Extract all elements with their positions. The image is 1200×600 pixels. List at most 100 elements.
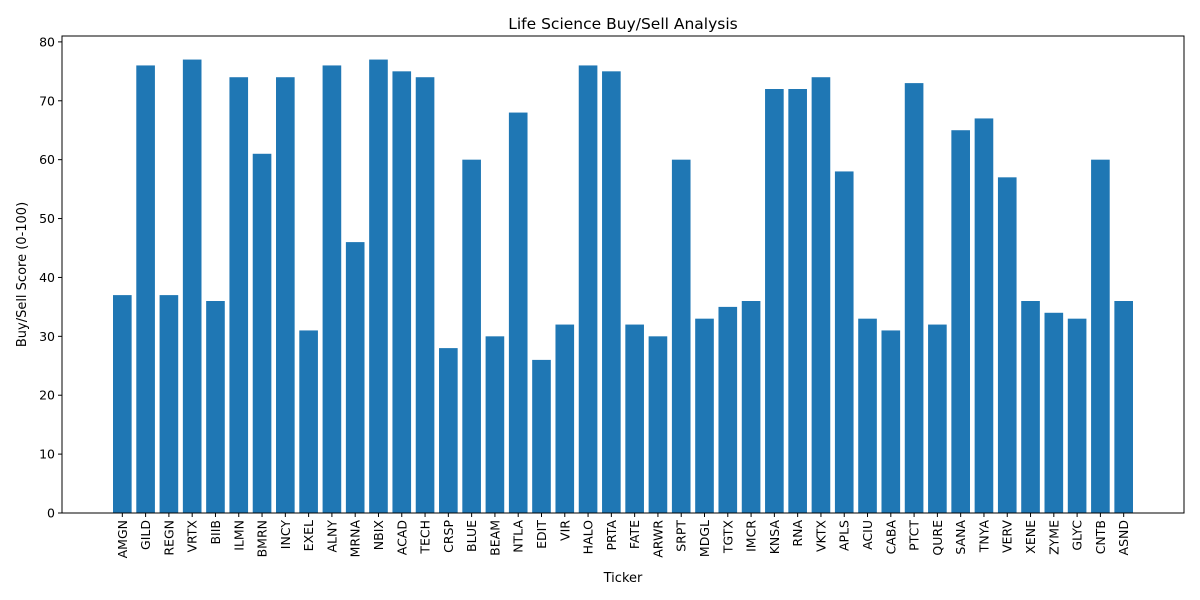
bar-edit: [532, 359, 551, 513]
x-tick-label: NTLA: [511, 520, 526, 553]
bar-xene: [1021, 301, 1040, 513]
x-tick-label: CRSP: [441, 520, 456, 553]
x-tick-label: ACAD: [394, 520, 409, 555]
x-tick-label: VERV: [1000, 520, 1015, 553]
bar-vir: [555, 324, 575, 513]
bar-arwr: [648, 336, 668, 513]
x-tick-label: SRPT: [674, 520, 689, 552]
y-tick-label: 40: [39, 270, 55, 285]
x-tick-label: BEAM: [487, 520, 502, 556]
y-tick-label: 30: [39, 329, 55, 344]
bar-ilmn: [229, 77, 249, 513]
bar-rna: [788, 89, 807, 513]
bar-tgtx: [718, 306, 738, 513]
bar-vrtx: [182, 59, 202, 514]
bar-knsa: [765, 89, 784, 513]
x-tick-label: RNA: [790, 520, 805, 547]
x-tick-label: PTCT: [907, 520, 922, 551]
bar-qure: [928, 324, 947, 513]
bar-acad: [392, 71, 412, 513]
bar-halo: [578, 65, 598, 513]
x-axis-ticks: AMGN GILD REGN VRTX BIIB ILMN BMRN INCY EXEL ALNY…: [115, 513, 1131, 558]
x-tick-label: TNYA: [976, 520, 991, 554]
x-tick-label: AMGN: [115, 520, 130, 558]
x-tick-label: GILD: [138, 520, 153, 550]
x-tick-label: IMCR: [744, 520, 759, 552]
x-tick-label: MDGL: [697, 520, 712, 557]
bar-prta: [602, 71, 621, 513]
x-tick-label: VKTX: [813, 520, 828, 552]
y-tick-label: 10: [39, 447, 55, 462]
bar-biib: [206, 301, 225, 513]
bar-srpt: [671, 159, 691, 514]
x-tick-label: VRTX: [185, 520, 200, 553]
x-tick-label: KNSA: [767, 520, 782, 555]
bar-glyc: [1067, 318, 1087, 513]
x-tick-label: REGN: [161, 520, 176, 556]
bar-fate: [625, 324, 644, 513]
y-tick-label: 50: [39, 211, 55, 226]
x-tick-label: TECH: [418, 520, 433, 555]
x-axis-label: Ticker: [603, 571, 643, 586]
x-tick-label: SANA: [953, 520, 968, 555]
x-tick-label: EXEL: [301, 520, 316, 551]
x-tick-label: ACIU: [860, 520, 875, 550]
bar-exel: [299, 330, 318, 513]
bar-ptct: [904, 83, 924, 514]
y-tick-label: 80: [39, 34, 55, 49]
bar-sana: [951, 130, 970, 513]
x-tick-label: ARWR: [650, 520, 665, 558]
bar-regn: [159, 295, 179, 513]
x-tick-label: PRTA: [604, 520, 619, 551]
y-axis-ticks: 0 10 20 30 40 50 60 70 80: [39, 34, 62, 521]
x-tick-label: INCY: [278, 520, 293, 550]
bar-imcr: [741, 301, 761, 513]
bar-incy: [276, 77, 295, 513]
plot-frame: [61, 35, 1185, 514]
bar-blue: [462, 159, 481, 514]
x-tick-label: QURE: [930, 520, 945, 556]
chart-title: Life Science Buy/Sell Analysis: [508, 15, 738, 33]
x-tick-label: ASND: [1116, 520, 1131, 555]
y-tick-label: 60: [39, 152, 55, 167]
x-tick-label: ILMN: [231, 520, 246, 551]
x-tick-label: CNTB: [1093, 520, 1108, 554]
bar-apls: [834, 171, 854, 513]
bar-caba: [881, 330, 901, 513]
x-tick-label: MRNA: [348, 520, 363, 558]
x-tick-label: HALO: [581, 520, 596, 554]
bar-crsp: [439, 348, 458, 513]
bar-vktx: [811, 77, 831, 513]
bar-gild: [136, 65, 155, 513]
bar-bmrn: [252, 153, 272, 513]
x-tick-label: EDIT: [534, 520, 549, 549]
y-tick-label: 70: [39, 93, 55, 108]
x-tick-label: APLS: [837, 520, 852, 551]
bar-mdgl: [695, 318, 714, 513]
x-tick-label: NBIX: [371, 520, 386, 551]
bar-ntla: [508, 112, 528, 513]
x-tick-label: BIIB: [208, 520, 223, 545]
y-tick-label: 0: [47, 506, 55, 521]
x-tick-label: VIR: [557, 520, 572, 541]
bar-verv: [997, 177, 1017, 513]
bar-nbix: [369, 59, 388, 514]
x-tick-label: ALNY: [324, 520, 339, 553]
y-axis-label: Buy/Sell Score (0-100): [15, 202, 30, 347]
bar-zyme: [1044, 312, 1064, 513]
bar-alny: [322, 65, 342, 513]
x-tick-label: TGTX: [720, 520, 735, 555]
x-tick-label: FATE: [627, 520, 642, 549]
x-tick-label: GLYC: [1070, 520, 1085, 551]
bar-beam: [485, 336, 505, 513]
bar-asnd: [1114, 301, 1133, 513]
y-tick-label: 20: [39, 388, 55, 403]
bar-amgn: [113, 295, 132, 513]
x-tick-label: BLUE: [464, 520, 479, 552]
bars-group: [113, 59, 1133, 514]
x-tick-label: ZYME: [1046, 520, 1061, 555]
bar-mrna: [345, 242, 365, 514]
bar-cntb: [1091, 159, 1110, 514]
